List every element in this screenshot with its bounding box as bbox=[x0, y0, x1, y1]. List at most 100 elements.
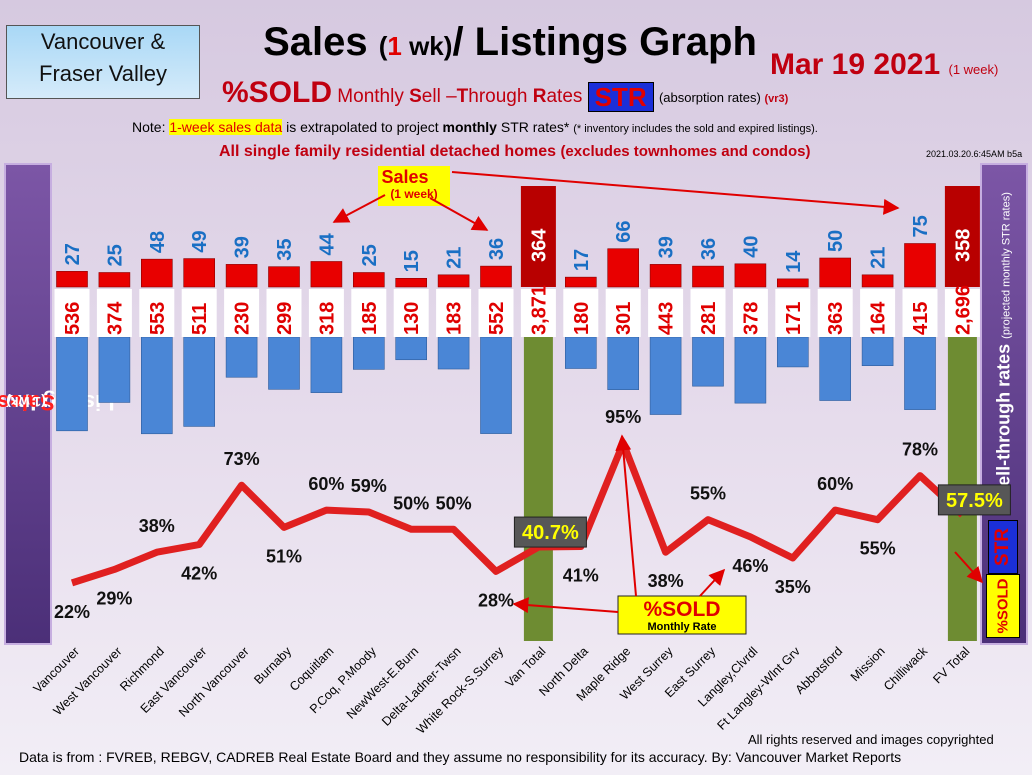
inventory-label-bg bbox=[563, 289, 599, 337]
pct-value-label: 55% bbox=[860, 539, 896, 559]
inventory-label-bg bbox=[775, 289, 811, 337]
data-source-note: Data is from : FVREB, REBGV, CADREB Real… bbox=[19, 749, 902, 765]
sales-value-label: 36 bbox=[698, 238, 720, 260]
inventory-bar bbox=[395, 336, 428, 361]
inventory-value-label: 171 bbox=[783, 302, 805, 335]
sales-bar bbox=[776, 278, 809, 288]
sales-bar bbox=[225, 264, 258, 288]
pct-value-label: 60% bbox=[308, 474, 344, 494]
inventory-value-label: 378 bbox=[740, 302, 762, 335]
inventory-value-label: 281 bbox=[698, 302, 720, 335]
sales-bar bbox=[480, 265, 512, 288]
inventory-value-label: 552 bbox=[486, 302, 508, 335]
inventory-value-label: 164 bbox=[868, 301, 890, 335]
inventory-label-bg bbox=[605, 289, 641, 337]
category-label: NewWest-E.Burn bbox=[344, 644, 422, 722]
sales-bar bbox=[734, 263, 767, 288]
pct-value-label: 29% bbox=[96, 588, 132, 608]
inventory-bar bbox=[819, 336, 852, 401]
inventory-label-bg bbox=[690, 289, 726, 337]
inventory-label-bg bbox=[478, 289, 514, 337]
sold-callout-box bbox=[617, 595, 747, 635]
pct-value-label: 41% bbox=[563, 565, 599, 585]
sold-arrow-up bbox=[615, 434, 637, 597]
total-pct-label: 40.7% bbox=[522, 522, 579, 544]
sales-value-label: 15 bbox=[401, 250, 423, 272]
sales-bar bbox=[437, 274, 470, 288]
inventory-value-label: 3,871 bbox=[528, 285, 550, 335]
inventory-label-bg bbox=[817, 289, 853, 337]
total-sales-bar bbox=[944, 186, 980, 287]
inventory-label-bg bbox=[139, 289, 175, 337]
pct-value-label: 50% bbox=[436, 493, 472, 513]
sales-bar bbox=[268, 266, 300, 288]
category-label: Delta-Ladner-Twsn bbox=[379, 644, 464, 729]
inventory-bar bbox=[607, 336, 640, 390]
pct-value-label: 22% bbox=[54, 602, 90, 622]
report-date: Mar 19 2021 (1 week) bbox=[770, 48, 999, 81]
inventory-label-bg bbox=[181, 289, 217, 337]
sales-bar bbox=[861, 274, 894, 288]
pct-value-label: 50% bbox=[393, 493, 429, 513]
inventory-bar bbox=[480, 336, 512, 434]
left-axis-panel bbox=[4, 163, 52, 645]
sales-value-label: 44 bbox=[316, 232, 338, 255]
sales-bar bbox=[564, 276, 597, 288]
inventory-value-label: 230 bbox=[232, 302, 254, 335]
inventory-bar bbox=[98, 336, 131, 403]
sales-bar bbox=[649, 264, 682, 288]
category-label: FV Total bbox=[930, 644, 972, 686]
inventory-bar bbox=[734, 336, 767, 404]
sales-bar bbox=[904, 243, 936, 288]
region-line-1: Vancouver & bbox=[40, 29, 166, 54]
category-label: Mission bbox=[848, 644, 888, 684]
inventory-bar bbox=[141, 336, 173, 435]
total-sales-bar bbox=[520, 186, 556, 287]
sales-bar bbox=[98, 272, 131, 288]
sales-bar bbox=[310, 261, 343, 288]
sales-callout: Sales(1 week) bbox=[378, 166, 450, 206]
sales-value-label: 39 bbox=[656, 236, 678, 258]
sold-arrow-fv bbox=[954, 551, 984, 584]
sales-value-label: 17 bbox=[571, 249, 593, 271]
sold-arrow-right bbox=[699, 568, 726, 597]
inventory-value-label: 130 bbox=[401, 302, 423, 335]
sales-bar bbox=[819, 257, 852, 288]
inventory-bar bbox=[437, 336, 470, 370]
inventory-bar bbox=[692, 336, 724, 387]
pct-value-label: 35% bbox=[775, 577, 811, 597]
chart-title: Sales (1 wk)/ Listings Graph bbox=[263, 20, 757, 64]
pct-value-label: 38% bbox=[139, 516, 175, 536]
inventory-label-bg bbox=[96, 289, 132, 337]
str-badge: STR bbox=[587, 81, 654, 112]
total-pct-label: 57.5% bbox=[946, 490, 1003, 512]
sales-value-label: 40 bbox=[740, 236, 762, 258]
sales-value-label: 27 bbox=[62, 243, 84, 265]
sold-callout-sub: Monthly Rate bbox=[647, 621, 716, 633]
sales-value-label: 39 bbox=[232, 236, 254, 258]
category-label: Chilliwack bbox=[881, 644, 931, 694]
sales-bar bbox=[56, 271, 88, 288]
inventory-value-label: 2,696 bbox=[952, 285, 974, 335]
sales-bar bbox=[141, 258, 173, 288]
inventory-value-label: 183 bbox=[444, 302, 466, 335]
inventory-label-bg bbox=[902, 289, 938, 337]
sold-callout-title: %SOLD bbox=[643, 598, 720, 621]
sales-bar bbox=[352, 272, 385, 288]
inventory-value-label: 301 bbox=[613, 302, 635, 335]
inventory-label-bg bbox=[308, 289, 344, 337]
inventory-label-bg bbox=[224, 289, 260, 337]
sold-rate-line bbox=[70, 439, 965, 587]
inventory-value-label: 511 bbox=[189, 303, 211, 335]
sales-value-label: 48 bbox=[147, 231, 169, 253]
pct-value-label: 60% bbox=[817, 474, 853, 494]
sales-value-label: 35 bbox=[274, 238, 296, 260]
inventory-label-bg bbox=[520, 289, 556, 337]
sales-bar bbox=[183, 258, 215, 288]
sales-value-label: 21 bbox=[444, 247, 466, 269]
sales-bar bbox=[395, 277, 428, 288]
inventory-bar bbox=[904, 336, 936, 410]
pct-value-label: 78% bbox=[902, 440, 938, 460]
